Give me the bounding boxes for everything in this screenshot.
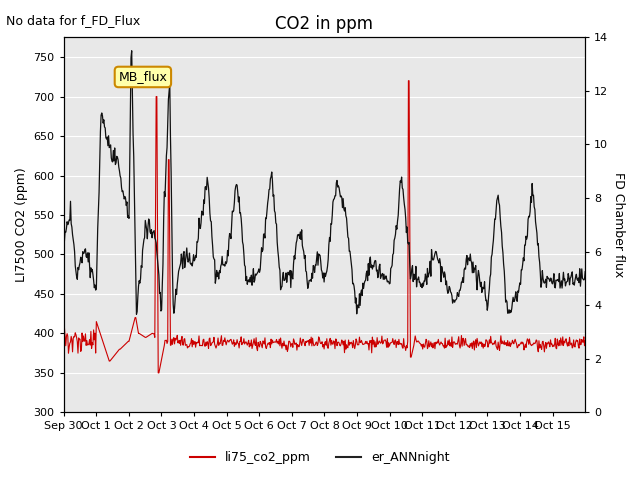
Text: MB_flux: MB_flux: [118, 71, 167, 84]
Legend: li75_co2_ppm, er_ANNnight: li75_co2_ppm, er_ANNnight: [186, 446, 454, 469]
Title: CO2 in ppm: CO2 in ppm: [275, 15, 374, 33]
Y-axis label: LI7500 CO2 (ppm): LI7500 CO2 (ppm): [15, 168, 28, 282]
Text: No data for f_FD_Flux: No data for f_FD_Flux: [6, 14, 141, 27]
Y-axis label: FD Chamber flux: FD Chamber flux: [612, 172, 625, 277]
